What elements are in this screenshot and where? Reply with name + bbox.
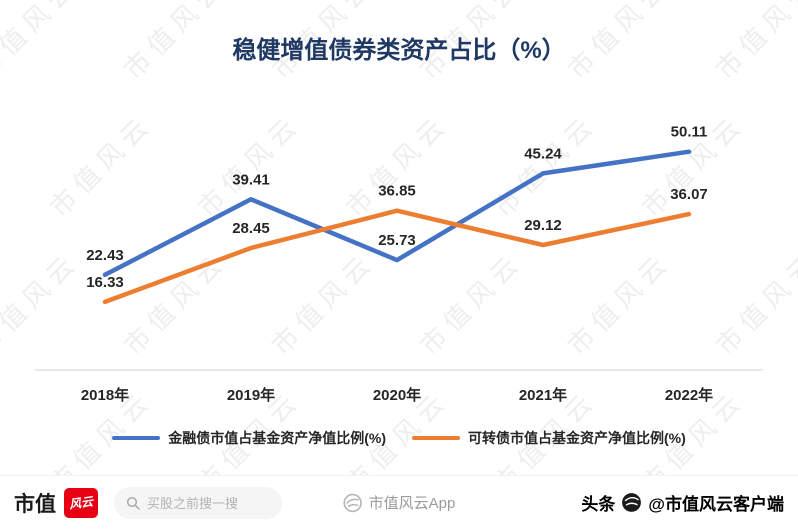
svg-text:36.07: 36.07 — [670, 186, 708, 203]
brand-shizhi-text: 市值 — [14, 492, 56, 516]
svg-text:28.45: 28.45 — [232, 220, 270, 237]
chart-legend: 金融债市值占基金资产净值比例(%) 可转债市值占基金资产净值比例(%) — [0, 428, 798, 448]
svg-text:16.33: 16.33 — [86, 274, 124, 291]
legend-label-financial-bonds: 金融债市值占基金资产净值比例(%) — [168, 430, 386, 446]
fengyun-logo: 风云 — [64, 487, 98, 518]
legend-item-financial-bonds: 金融债市值占基金资产净值比例(%) — [112, 428, 386, 448]
legend-item-convertible-bonds: 可转债市值占基金资产净值比例(%) — [412, 428, 686, 448]
search-placeholder: 买股之前搜一搜 — [147, 496, 239, 511]
search-box[interactable]: 买股之前搜一搜 — [114, 486, 282, 519]
toutiao-credit: 头条 @市值风云客户端 — [581, 490, 784, 515]
footer-bar: 市值 风云 买股之前搜一搜 市值风云App 头条 — [0, 475, 798, 529]
svg-text:2018年: 2018年 — [81, 386, 129, 404]
brand-area: 市值 风云 买股之前搜一搜 — [14, 486, 282, 519]
svg-text:39.41: 39.41 — [232, 171, 270, 188]
svg-text:22.43: 22.43 — [86, 247, 124, 264]
legend-swatch-orange-line — [412, 435, 460, 441]
svg-text:29.12: 29.12 — [524, 217, 562, 234]
svg-text:2022年: 2022年 — [665, 386, 713, 404]
app-credit-label: 市值风云App — [368, 495, 456, 512]
svg-text:2021年: 2021年 — [519, 386, 567, 404]
toutiao-label: 头条 — [581, 495, 616, 514]
svg-text:45.24: 45.24 — [524, 145, 562, 162]
svg-text:50.11: 50.11 — [671, 124, 708, 141]
toutiao-avatar-icon — [622, 493, 642, 512]
chart-title: 稳健增值债券类资产占比（%） — [232, 37, 566, 64]
app-credit: 市值风云App — [343, 492, 456, 513]
svg-text:2019年: 2019年 — [227, 386, 275, 404]
legend-label-convertible-bonds: 可转债市值占基金资产净值比例(%) — [468, 430, 686, 446]
svg-text:2020年: 2020年 — [373, 386, 421, 404]
line-chart: 22.43 39.41 25.73 45.24 50.11 16.33 28.45 36.85… — [35, 124, 763, 404]
toutiao-handle: @市值风云客户端 — [648, 495, 784, 514]
svg-text:25.73: 25.73 — [378, 232, 416, 249]
search-icon — [126, 496, 140, 510]
fengyun-app-icon — [343, 493, 362, 512]
fengyun-logo-text: 风云 — [68, 494, 94, 512]
legend-swatch-blue-line — [112, 435, 161, 441]
svg-text:36.85: 36.85 — [378, 183, 416, 200]
